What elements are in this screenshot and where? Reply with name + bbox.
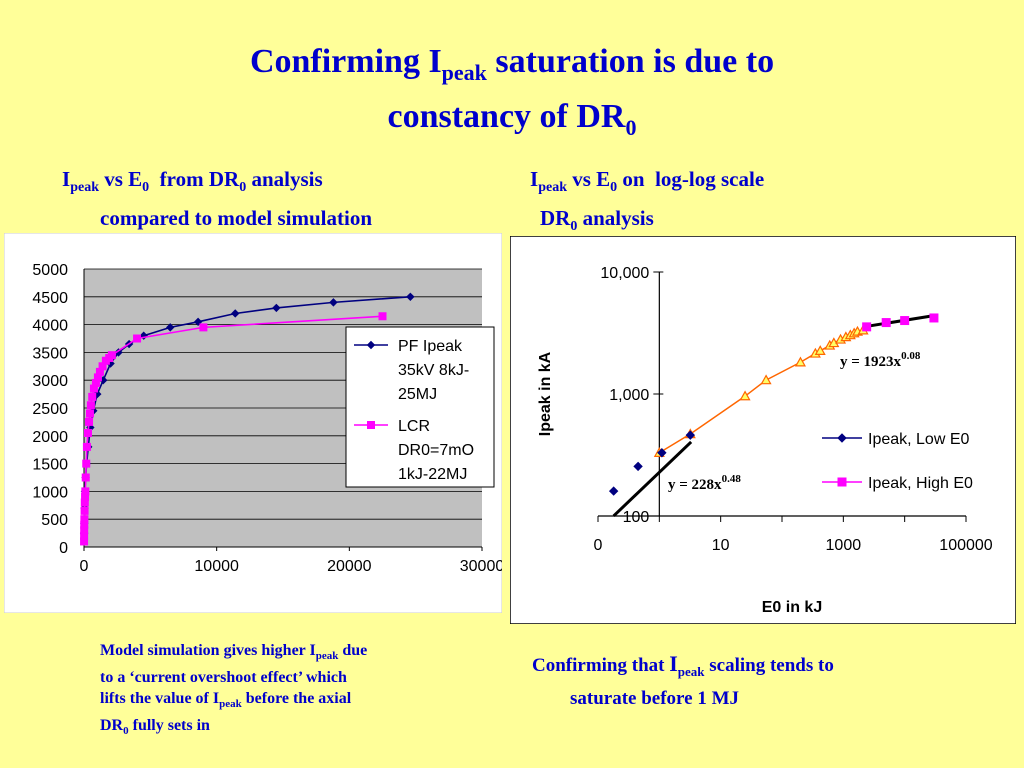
x-tick-label: 1000	[826, 537, 862, 554]
fit-equation: y = 1923x0.08	[840, 350, 921, 370]
y-tick-label: 0	[59, 540, 68, 557]
data-point	[166, 323, 175, 332]
x-axis-title: E0 in kJ	[762, 599, 822, 616]
legend-marker	[837, 433, 847, 443]
y-tick-label: 3000	[32, 373, 68, 390]
x-tick-label: 10	[712, 537, 730, 554]
legend-entry: PF Ipeak	[398, 338, 463, 355]
slide-title: Confirming Ipeak saturation is due to co…	[249, 43, 775, 140]
legend-marker	[837, 477, 847, 487]
y-tick-label: 1000	[32, 484, 68, 501]
linear-chart: 0 500 1000 1500 2000 2500 3000 3500 4000 4500 5000…	[4, 233, 502, 613]
y-tick-label: 1500	[32, 457, 68, 474]
y-tick-label: 4500	[32, 290, 68, 307]
data-point	[114, 348, 123, 357]
data-point	[862, 322, 872, 332]
x-tick-label: 100000	[939, 537, 992, 554]
data-point	[814, 345, 826, 355]
data-point	[88, 392, 97, 401]
y-tick-label: 5000	[32, 262, 68, 279]
y-tick-label: 10,000	[600, 265, 649, 282]
data-point	[272, 303, 281, 313]
data-point	[107, 351, 116, 360]
chart-frame	[510, 236, 1016, 624]
confirming-note: Confirming that Ipeak scaling tends to s…	[532, 651, 834, 709]
x-tick-label: 0	[594, 537, 603, 554]
data-point	[231, 309, 240, 318]
data-point	[406, 292, 415, 302]
y-tick-label: 4000	[32, 318, 68, 335]
data-point	[80, 515, 89, 524]
data-point	[133, 334, 142, 343]
y-tick-label: 2000	[32, 429, 68, 446]
y-axis-title: Ipeak in kA	[537, 351, 554, 436]
data-point	[83, 429, 92, 438]
legend-entry: 35kV 8kJ-	[398, 362, 469, 379]
legend-marker	[367, 421, 375, 429]
model-simulation-note: Model simulation gives higher Ipeak due …	[100, 642, 368, 738]
legend-entry: DR0=7mO	[398, 442, 474, 459]
data-point	[329, 298, 338, 307]
data-point	[633, 461, 643, 472]
x-tick-label: 10000	[194, 558, 239, 575]
data-point	[760, 374, 772, 385]
data-point	[86, 401, 95, 410]
data-point	[80, 506, 89, 515]
legend-box	[345, 326, 495, 488]
fit-line	[862, 314, 935, 329]
right-chart-caption: Ipeak vs E0 on log-log scale DR0 analysi…	[530, 167, 765, 235]
data-point	[82, 459, 91, 468]
data-point	[608, 486, 619, 496]
legend-entry: LCR	[398, 418, 430, 435]
data-point	[794, 356, 806, 367]
y-tick-label: 2500	[32, 401, 68, 418]
x-tick-label: 20000	[327, 558, 372, 575]
legend-entry: Ipeak, Low E0	[868, 431, 970, 448]
legend-entry: 25MJ	[398, 386, 437, 403]
data-point	[85, 417, 94, 426]
legend-marker	[366, 340, 376, 350]
left-chart-caption: Ipeak vs E0 from DR0 analysis compared t…	[62, 167, 373, 231]
fit-equation: y = 228x0.48	[668, 473, 741, 493]
data-point	[739, 390, 751, 401]
data-point	[378, 312, 387, 321]
data-point	[82, 442, 91, 451]
y-tick-label: 100	[623, 509, 650, 526]
y-tick-label: 1,000	[609, 387, 649, 404]
data-point	[85, 409, 94, 418]
data-point	[929, 313, 939, 323]
data-point	[199, 323, 208, 332]
x-tick-label: 0	[80, 558, 89, 575]
data-point	[900, 316, 910, 326]
legend-entry: 1kJ-22MJ	[398, 466, 467, 483]
y-tick-label: 3500	[32, 345, 68, 362]
y-tick-label: 500	[41, 512, 68, 529]
data-point	[81, 487, 90, 496]
data-point	[881, 318, 891, 328]
fit-line	[612, 440, 693, 518]
x-tick-label: 30000	[460, 558, 502, 575]
log-log-chart: 100 1,000 10,000 0 10 1000 100000 E0 in kJ Ipeak…	[510, 236, 1016, 624]
data-point	[81, 473, 90, 482]
legend-entry: Ipeak, High E0	[868, 475, 973, 492]
data-point	[685, 430, 696, 440]
data-point	[657, 448, 667, 458]
